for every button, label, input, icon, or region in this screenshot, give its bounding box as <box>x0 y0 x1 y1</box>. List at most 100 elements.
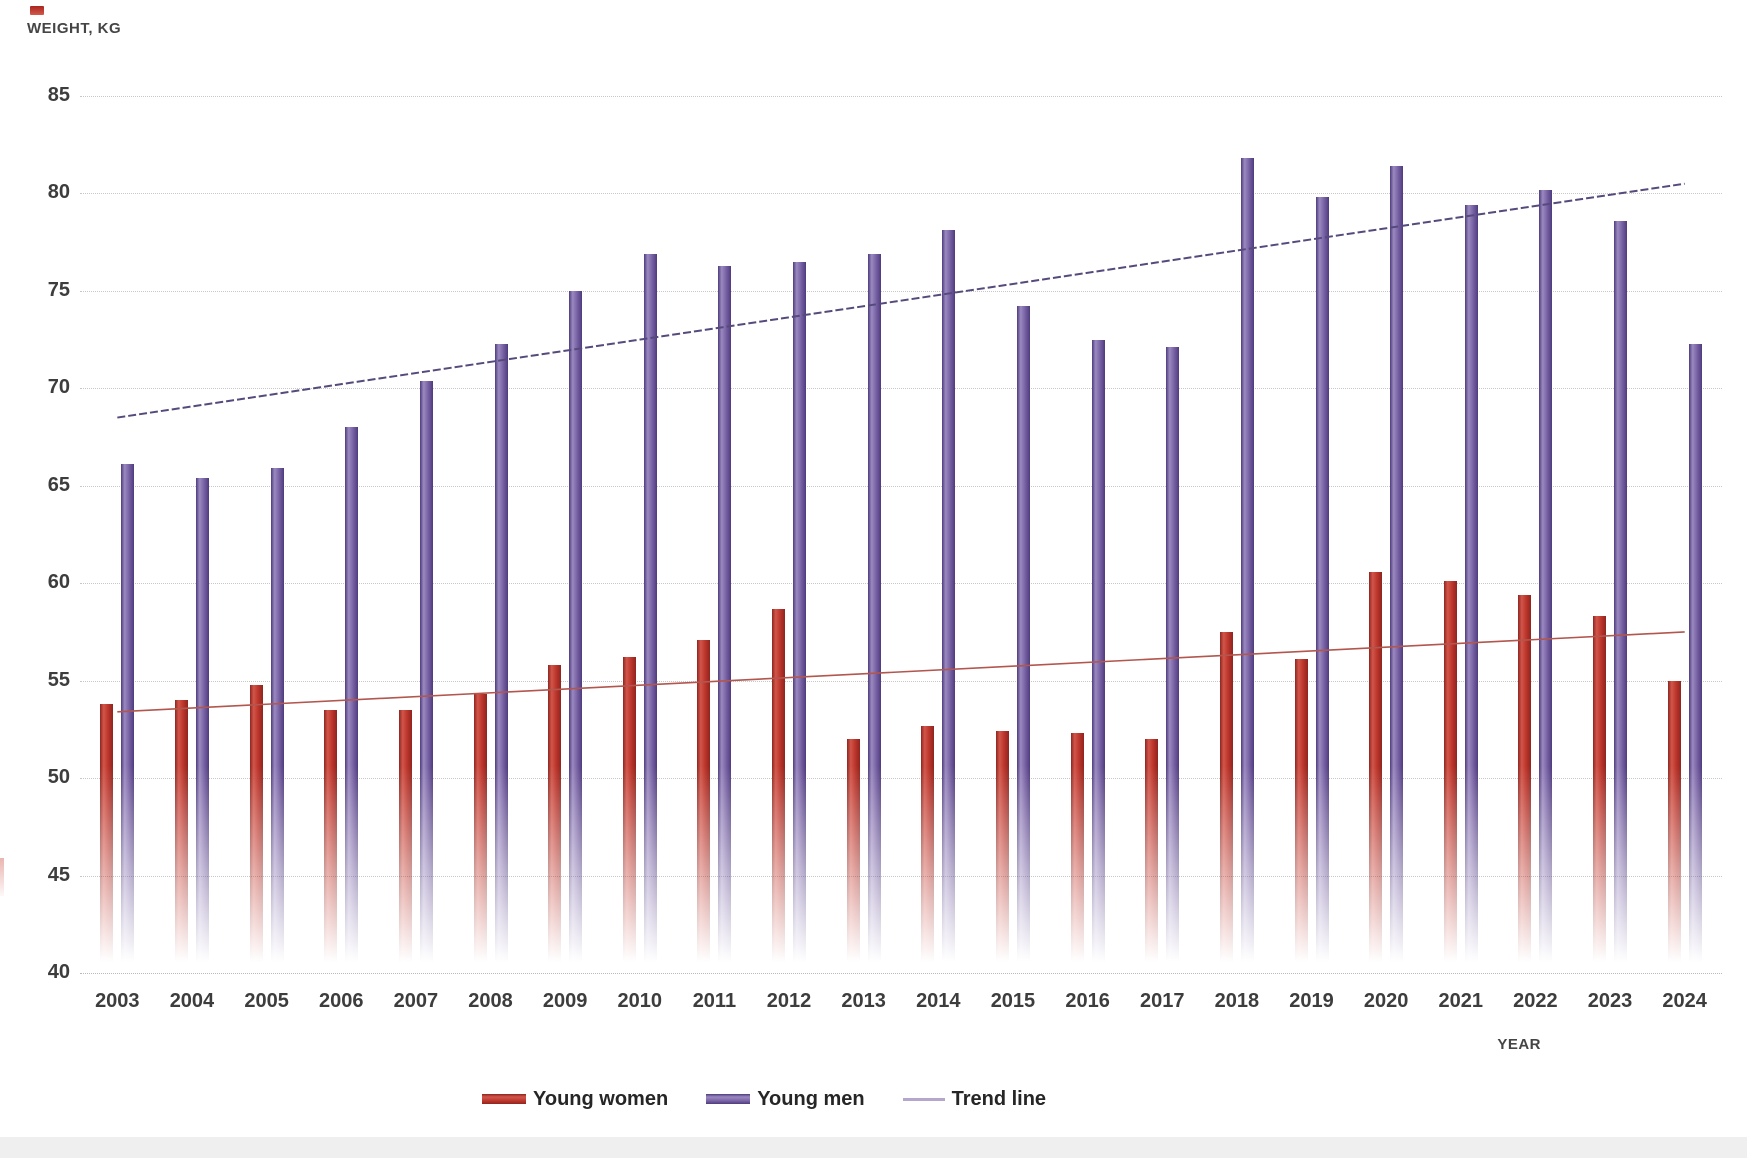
bar-women-2018 <box>1219 631 1233 973</box>
bar-women-2017 <box>1145 739 1159 973</box>
trend-line-men- <box>117 182 1685 419</box>
bar-men-2016 <box>1091 339 1105 973</box>
gridline-45 <box>80 875 1722 877</box>
gridline-50 <box>80 778 1722 780</box>
bar-women-2014 <box>921 725 935 973</box>
x-tick-2014: 2014 <box>916 990 961 1012</box>
screenshot-artifact-edge-smudge <box>0 858 4 896</box>
x-tick-2018: 2018 <box>1214 990 1260 1012</box>
gridline-80 <box>80 193 1722 195</box>
y-axis-title: WEIGHT, KG <box>27 20 122 37</box>
trend-line-women- <box>117 631 1685 713</box>
x-tick-2013: 2013 <box>841 990 886 1012</box>
bar-men-2005 <box>270 468 284 973</box>
x-tick-2006: 2006 <box>318 990 364 1012</box>
x-tick-2008: 2008 <box>468 990 513 1012</box>
legend-item-trend-line: Trend line <box>902 1087 1047 1111</box>
x-tick-2019: 2019 <box>1289 990 1334 1012</box>
y-tick-70: 70 <box>47 376 70 399</box>
bar-women-2022 <box>1518 594 1532 973</box>
screenshot-artifact-red-dash <box>30 6 44 15</box>
gridline-60 <box>80 583 1722 585</box>
bar-women-2007 <box>398 709 412 973</box>
y-tick-85: 85 <box>47 84 70 106</box>
bar-women-2011 <box>697 639 711 973</box>
legend-item-young-women: Young women <box>482 1088 668 1111</box>
bar-men-2004 <box>195 477 209 973</box>
bar-women-2004 <box>174 700 188 973</box>
x-tick-2004: 2004 <box>169 990 215 1012</box>
bar-men-2008 <box>494 343 508 973</box>
x-tick-2023: 2023 <box>1587 990 1633 1012</box>
gridline-65 <box>80 485 1722 487</box>
x-tick-2009: 2009 <box>542 990 588 1012</box>
young-women-swatch <box>482 1094 526 1104</box>
x-tick-2021: 2021 <box>1438 990 1484 1012</box>
bar-men-2011 <box>718 265 732 973</box>
legend-label: Trend line <box>951 1087 1047 1110</box>
bar-men-2015 <box>1016 306 1030 973</box>
x-tick-2010: 2010 <box>617 990 663 1012</box>
young-men-swatch <box>706 1094 751 1104</box>
y-tick-55: 55 <box>47 668 70 691</box>
footer-strip <box>0 1137 1747 1158</box>
bar-men-2023 <box>1614 220 1628 973</box>
bar-men-2003 <box>121 464 135 973</box>
x-axis-title: YEAR <box>1497 1036 1541 1053</box>
bar-men-2019 <box>1315 197 1329 973</box>
bar-men-2024 <box>1688 343 1702 973</box>
y-tick-75: 75 <box>47 278 70 301</box>
x-tick-2022: 2022 <box>1513 990 1558 1012</box>
x-tick-2012: 2012 <box>766 990 812 1012</box>
legend-item-young-men: Young men <box>706 1087 865 1111</box>
bar-women-2003 <box>100 704 114 973</box>
legend: Young women Young men Trend line <box>482 1084 1046 1114</box>
bar-men-2010 <box>643 253 657 973</box>
bar-men-2013 <box>867 253 881 973</box>
x-tick-2011: 2011 <box>692 990 737 1012</box>
bar-women-2019 <box>1294 659 1308 973</box>
x-tick-2015: 2015 <box>990 990 1036 1012</box>
bar-men-2018 <box>1240 158 1254 973</box>
legend-label: Young women <box>533 1087 669 1110</box>
x-tick-2003: 2003 <box>95 990 140 1012</box>
gridline-85 <box>80 96 1722 97</box>
y-tick-60: 60 <box>47 571 70 594</box>
bar-women-2008 <box>473 694 487 973</box>
bar-men-2009 <box>569 290 583 973</box>
bar-women-2006 <box>324 709 338 973</box>
x-tick-2024: 2024 <box>1662 990 1707 1012</box>
x-tick-2005: 2005 <box>244 990 289 1012</box>
gridline-75 <box>80 290 1722 292</box>
gridline-55 <box>80 680 1722 682</box>
bar-men-2020 <box>1390 166 1404 973</box>
bar-women-2023 <box>1593 616 1607 973</box>
bar-men-2022 <box>1539 189 1553 973</box>
bar-women-2015 <box>995 731 1009 973</box>
x-tick-2017: 2017 <box>1139 990 1185 1012</box>
y-tick-50: 50 <box>47 766 70 789</box>
y-tick-45: 45 <box>47 863 70 886</box>
legend-label: Young men <box>757 1087 865 1110</box>
x-tick-2020: 2020 <box>1363 990 1409 1012</box>
x-tick-2016: 2016 <box>1065 990 1110 1012</box>
bar-women-2010 <box>622 657 636 973</box>
y-tick-40: 40 <box>47 961 70 983</box>
bar-men-2012 <box>793 261 807 973</box>
bar-women-2012 <box>772 608 786 973</box>
gridline-70 <box>80 388 1722 390</box>
bar-men-2007 <box>419 380 433 973</box>
bar-women-2013 <box>846 739 860 973</box>
x-tick-2007: 2007 <box>393 990 439 1012</box>
bar-women-2024 <box>1667 680 1681 973</box>
bar-men-2014 <box>942 230 956 973</box>
bar-men-2017 <box>1166 347 1180 973</box>
bar-women-2020 <box>1369 571 1383 973</box>
trend-lines-layer <box>117 182 1685 713</box>
bar-women-2009 <box>548 665 562 973</box>
y-tick-80: 80 <box>47 181 70 204</box>
trend-line-swatch <box>902 1097 945 1101</box>
plot-area <box>80 96 1722 974</box>
bar-women-2016 <box>1070 733 1084 973</box>
